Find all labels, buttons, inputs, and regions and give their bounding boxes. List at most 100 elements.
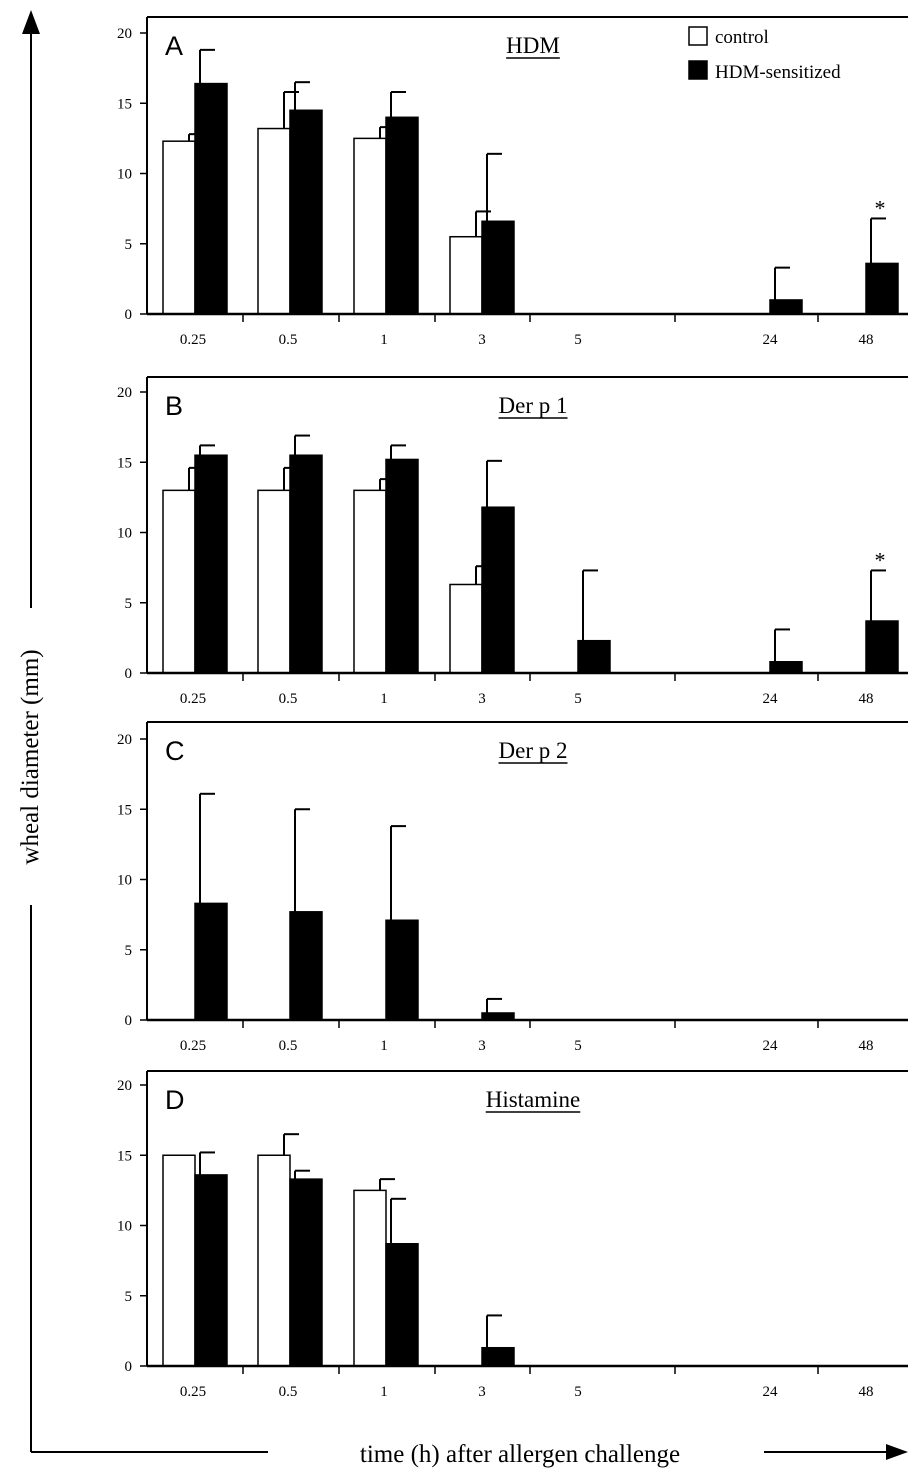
bar-hdm-sensitized	[385, 116, 419, 315]
bar-control	[353, 489, 387, 674]
x-tick-label: 5	[574, 691, 582, 707]
y-tick-label: 5	[125, 596, 133, 612]
y-tick-label: 10	[117, 873, 132, 889]
bar-hdm-sensitized	[769, 299, 803, 315]
bar-hdm-sensitized	[481, 1346, 515, 1367]
x-tick-label: 1	[380, 1038, 388, 1054]
bar-control	[162, 489, 196, 674]
x-tick-label: 0.25	[180, 332, 206, 348]
y-tick-label: 20	[117, 732, 132, 748]
bar-control	[449, 235, 483, 315]
bar-hdm-sensitized	[385, 919, 419, 1021]
bar-control	[353, 137, 387, 315]
y-tick-label: 5	[125, 943, 133, 959]
y-tick-label: 15	[117, 96, 132, 112]
bar-hdm-sensitized	[194, 454, 228, 674]
legend-label-hdm-sensitized: HDM-sensitized	[715, 62, 841, 83]
y-tick-label: 10	[117, 1219, 132, 1235]
x-tick-label: 0.5	[279, 691, 298, 707]
bar-hdm-sensitized	[289, 109, 323, 315]
bar-control	[162, 1154, 196, 1367]
legend: control HDM-sensitized	[688, 26, 841, 83]
bar-hdm-sensitized	[385, 458, 419, 674]
bar-hdm-sensitized	[289, 911, 323, 1021]
y-axis-arrow	[22, 10, 40, 1452]
bar-hdm-sensitized	[769, 661, 803, 674]
panel-title: HDM	[506, 33, 560, 58]
panel-a: 0 5 10 15 20 0.25 0.5 1 3 5 24 48 A HDM *	[117, 16, 908, 348]
legend-swatch-hdm-sensitized	[688, 60, 708, 80]
x-tick-label: 3	[478, 332, 486, 348]
y-tick-label: 15	[117, 802, 132, 818]
bar-hdm-sensitized	[481, 506, 515, 674]
bar-control	[353, 1189, 387, 1367]
y-tick-label: 5	[125, 237, 133, 253]
y-tick-label: 0	[125, 1013, 133, 1029]
y-tick-label: 20	[117, 26, 132, 42]
significance-star: *	[875, 547, 886, 572]
bar-hdm-sensitized	[289, 1178, 323, 1367]
y-tick-label: 20	[117, 1078, 132, 1094]
y-axis-label: wheal diameter (mm)	[17, 649, 44, 864]
bar-hdm-sensitized	[194, 1174, 228, 1367]
y-tick-label: 0	[125, 1359, 133, 1375]
bar-hdm-sensitized	[385, 1243, 419, 1367]
y-tick-label: 10	[117, 526, 132, 542]
x-tick-label: 24	[763, 1038, 779, 1054]
x-tick-label: 0.25	[180, 1038, 206, 1054]
y-tick-label: 20	[117, 385, 132, 401]
panel-c: 0 5 10 15 20 0.25 0.5 1 3 5 24 48 C Der p 2	[117, 721, 908, 1054]
x-tick-label: 48	[859, 1384, 874, 1400]
x-axis-label: time (h) after allergen challenge	[360, 1441, 680, 1468]
x-tick-label: 24	[763, 332, 779, 348]
x-tick-label: 0.5	[279, 1384, 298, 1400]
x-tick-label: 24	[763, 691, 779, 707]
legend-swatch-control	[688, 26, 708, 46]
x-tick-label: 48	[859, 691, 874, 707]
y-tick-label: 0	[125, 307, 133, 323]
bar-hdm-sensitized	[194, 82, 228, 315]
y-tick-label: 15	[117, 1148, 132, 1164]
y-tick-label: 15	[117, 455, 132, 471]
y-tick-label: 0	[125, 666, 133, 682]
x-tick-label: 0.25	[180, 1384, 206, 1400]
panel-d: 0 5 10 15 20 0.25 0.5 1 3 5 24 48 D Histamine	[117, 1070, 908, 1400]
x-tick-label: 1	[380, 332, 388, 348]
panel-title: Der p 2	[499, 738, 568, 763]
x-tick-label: 3	[478, 1038, 486, 1054]
panel-letter: D	[165, 1085, 185, 1115]
x-tick-label: 3	[478, 691, 486, 707]
x-tick-label: 1	[380, 1384, 388, 1400]
bar-hdm-sensitized	[865, 262, 899, 315]
bar-control	[162, 140, 196, 315]
x-tick-label: 5	[574, 1384, 582, 1400]
bar-hdm-sensitized	[481, 220, 515, 315]
bar-hdm-sensitized	[577, 639, 611, 674]
x-tick-label: 0.5	[279, 1038, 298, 1054]
x-tick-label: 48	[859, 1038, 874, 1054]
significance-star: *	[875, 195, 886, 220]
panel-letter: B	[165, 391, 183, 421]
x-tick-label: 0.25	[180, 691, 206, 707]
x-tick-label: 3	[478, 1384, 486, 1400]
x-tick-label: 24	[763, 1384, 779, 1400]
bar-control	[257, 1154, 291, 1367]
legend-label-control: control	[715, 27, 769, 48]
panel-b: 0 5 10 15 20 0.25 0.5 1 3 5 24 48 B Der p 1 *	[117, 376, 908, 707]
x-tick-label: 0.5	[279, 332, 298, 348]
bar-control	[257, 489, 291, 674]
x-axis-arrow	[31, 1444, 908, 1460]
x-tick-label: 5	[574, 332, 582, 348]
bar-hdm-sensitized	[289, 454, 323, 674]
panel-title: Der p 1	[499, 393, 568, 418]
panel-letter: A	[165, 31, 183, 61]
bar-hdm-sensitized	[194, 902, 228, 1021]
x-tick-label: 5	[574, 1038, 582, 1054]
bar-control	[449, 583, 483, 674]
panel-letter: C	[165, 736, 185, 766]
bar-control	[257, 127, 291, 315]
x-tick-label: 1	[380, 691, 388, 707]
bar-hdm-sensitized	[865, 620, 899, 674]
